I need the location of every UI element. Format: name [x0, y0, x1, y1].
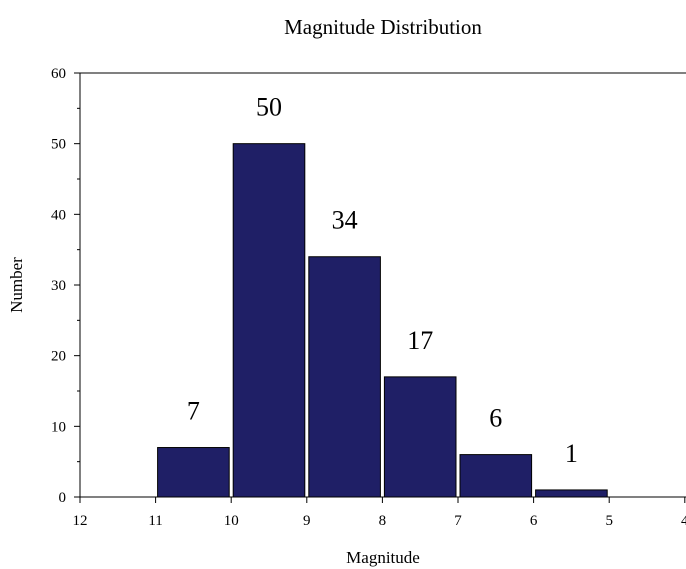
data-label-8-7: 17 — [407, 326, 433, 355]
bar-11-10 — [157, 447, 230, 498]
x-tick-label: 10 — [224, 513, 239, 529]
data-label-9-8: 34 — [332, 206, 358, 235]
y-tick-label: 0 — [59, 490, 67, 506]
x-tick-label: 12 — [73, 513, 88, 529]
data-label-7-6: 6 — [489, 404, 502, 433]
y-tick-label: 40 — [51, 207, 66, 223]
data-labels-layer: 7 50 34 17 6 1 — [187, 93, 578, 468]
bar-7-6 — [459, 454, 533, 498]
y-tick-label: 30 — [51, 278, 66, 294]
x-tick-label: 11 — [148, 513, 162, 529]
x-ticks-layer: 12 11 10 9 8 7 6 5 4 — [73, 497, 686, 529]
bar-8-7 — [383, 376, 457, 498]
x-tick-label: 4 — [681, 513, 686, 529]
y-ticks-layer: 0 10 20 30 40 50 60 — [51, 66, 80, 506]
x-axis-label: Magnitude — [346, 548, 420, 567]
y-tick-label: 20 — [51, 349, 66, 365]
data-label-10-9: 50 — [256, 93, 282, 122]
data-label-6-5: 1 — [565, 439, 578, 468]
y-tick-label: 10 — [51, 419, 66, 435]
y-axis-label: Number — [7, 257, 26, 313]
x-tick-label: 7 — [454, 513, 462, 529]
y-tick-label: 60 — [51, 66, 66, 82]
bar-9-8 — [308, 256, 381, 498]
x-tick-label: 9 — [303, 513, 311, 529]
chart-title: Magnitude Distribution — [284, 15, 482, 39]
x-tick-label: 6 — [530, 513, 538, 529]
bars-layer — [157, 143, 608, 498]
x-tick-label: 5 — [605, 513, 613, 529]
bar-10-9 — [232, 143, 306, 498]
y-tick-label: 50 — [51, 137, 66, 153]
x-tick-label: 8 — [379, 513, 387, 529]
data-label-11-10: 7 — [187, 397, 200, 426]
bar-6-5 — [535, 489, 608, 498]
